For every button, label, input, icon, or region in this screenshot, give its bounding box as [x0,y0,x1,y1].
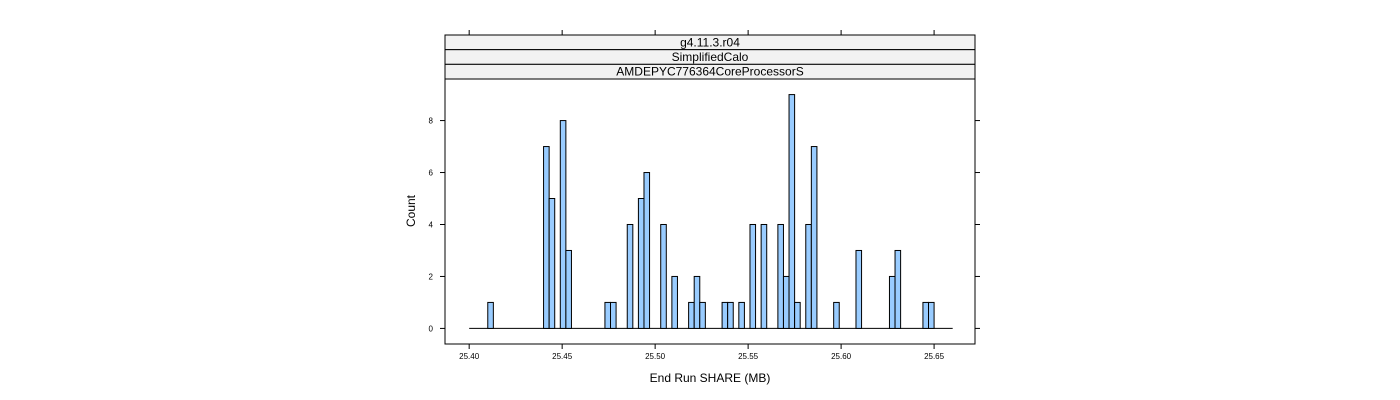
histogram-bar [833,301,840,329]
x-tick-label: 25.40 [459,352,480,361]
y-tick-label: 8 [429,117,434,126]
x-tick-label: 25.65 [924,352,945,361]
histogram-bar [777,223,784,329]
histogram-bar [888,275,896,329]
histogram-bar [543,146,550,329]
x-axis: 25.40 25.45 25.50 25.55 25.60 25.65 [459,30,945,361]
histogram-bar [565,249,572,329]
strip-label: AMDEPYC776364CoreProcessorS [616,65,803,79]
histogram-bar [610,301,617,329]
histogram-bar [760,223,768,329]
panel-frame [444,78,976,345]
y-axis: 0 2 4 6 8 [429,117,980,333]
histogram-bar [749,223,757,329]
histogram-bar [604,301,612,329]
x-tick-label: 25.50 [645,352,666,361]
histogram-bar [794,301,801,329]
y-tick-label: 2 [429,272,434,281]
x-tick-label: 25.45 [552,352,573,361]
strip-label: g4.11.3.r04 [680,35,740,49]
histogram-bar [671,275,678,329]
histogram-bar [894,249,902,329]
histogram-bar [643,172,651,329]
strip-label: SimplifiedCalo [672,50,749,64]
histogram-bar [810,146,818,329]
x-tick-label: 25.55 [738,352,759,361]
x-tick-label: 25.60 [831,352,852,361]
histogram-bar [855,249,863,329]
histogram-bar [782,275,790,329]
histogram-bar [788,94,796,329]
histogram-bar [487,301,494,329]
histogram-bar [559,120,567,329]
histogram-bar [637,198,645,329]
histogram-bar [727,301,734,329]
x-axis-title: End Run SHARE (MB) [650,371,771,385]
histogram-bar [922,301,930,329]
histogram-bar [928,301,935,329]
histogram-bar [699,301,706,329]
histogram-bar [805,223,812,329]
histogram-bar [721,301,729,329]
histogram-bar [660,223,667,329]
histogram-bar [688,301,695,329]
y-tick-label: 6 [429,169,434,178]
histogram-bar [738,301,745,329]
y-tick-label: 0 [429,324,434,333]
y-axis-title: Count [404,194,418,227]
y-tick-label: 4 [429,220,434,229]
histogram-bar [693,275,701,329]
strip-headers: g4.11.3.r04SimplifiedCaloAMDEPYC776364Co… [444,34,976,80]
histogram-bar [626,223,634,329]
histogram-bar [548,198,556,329]
histogram-bars [487,94,935,329]
